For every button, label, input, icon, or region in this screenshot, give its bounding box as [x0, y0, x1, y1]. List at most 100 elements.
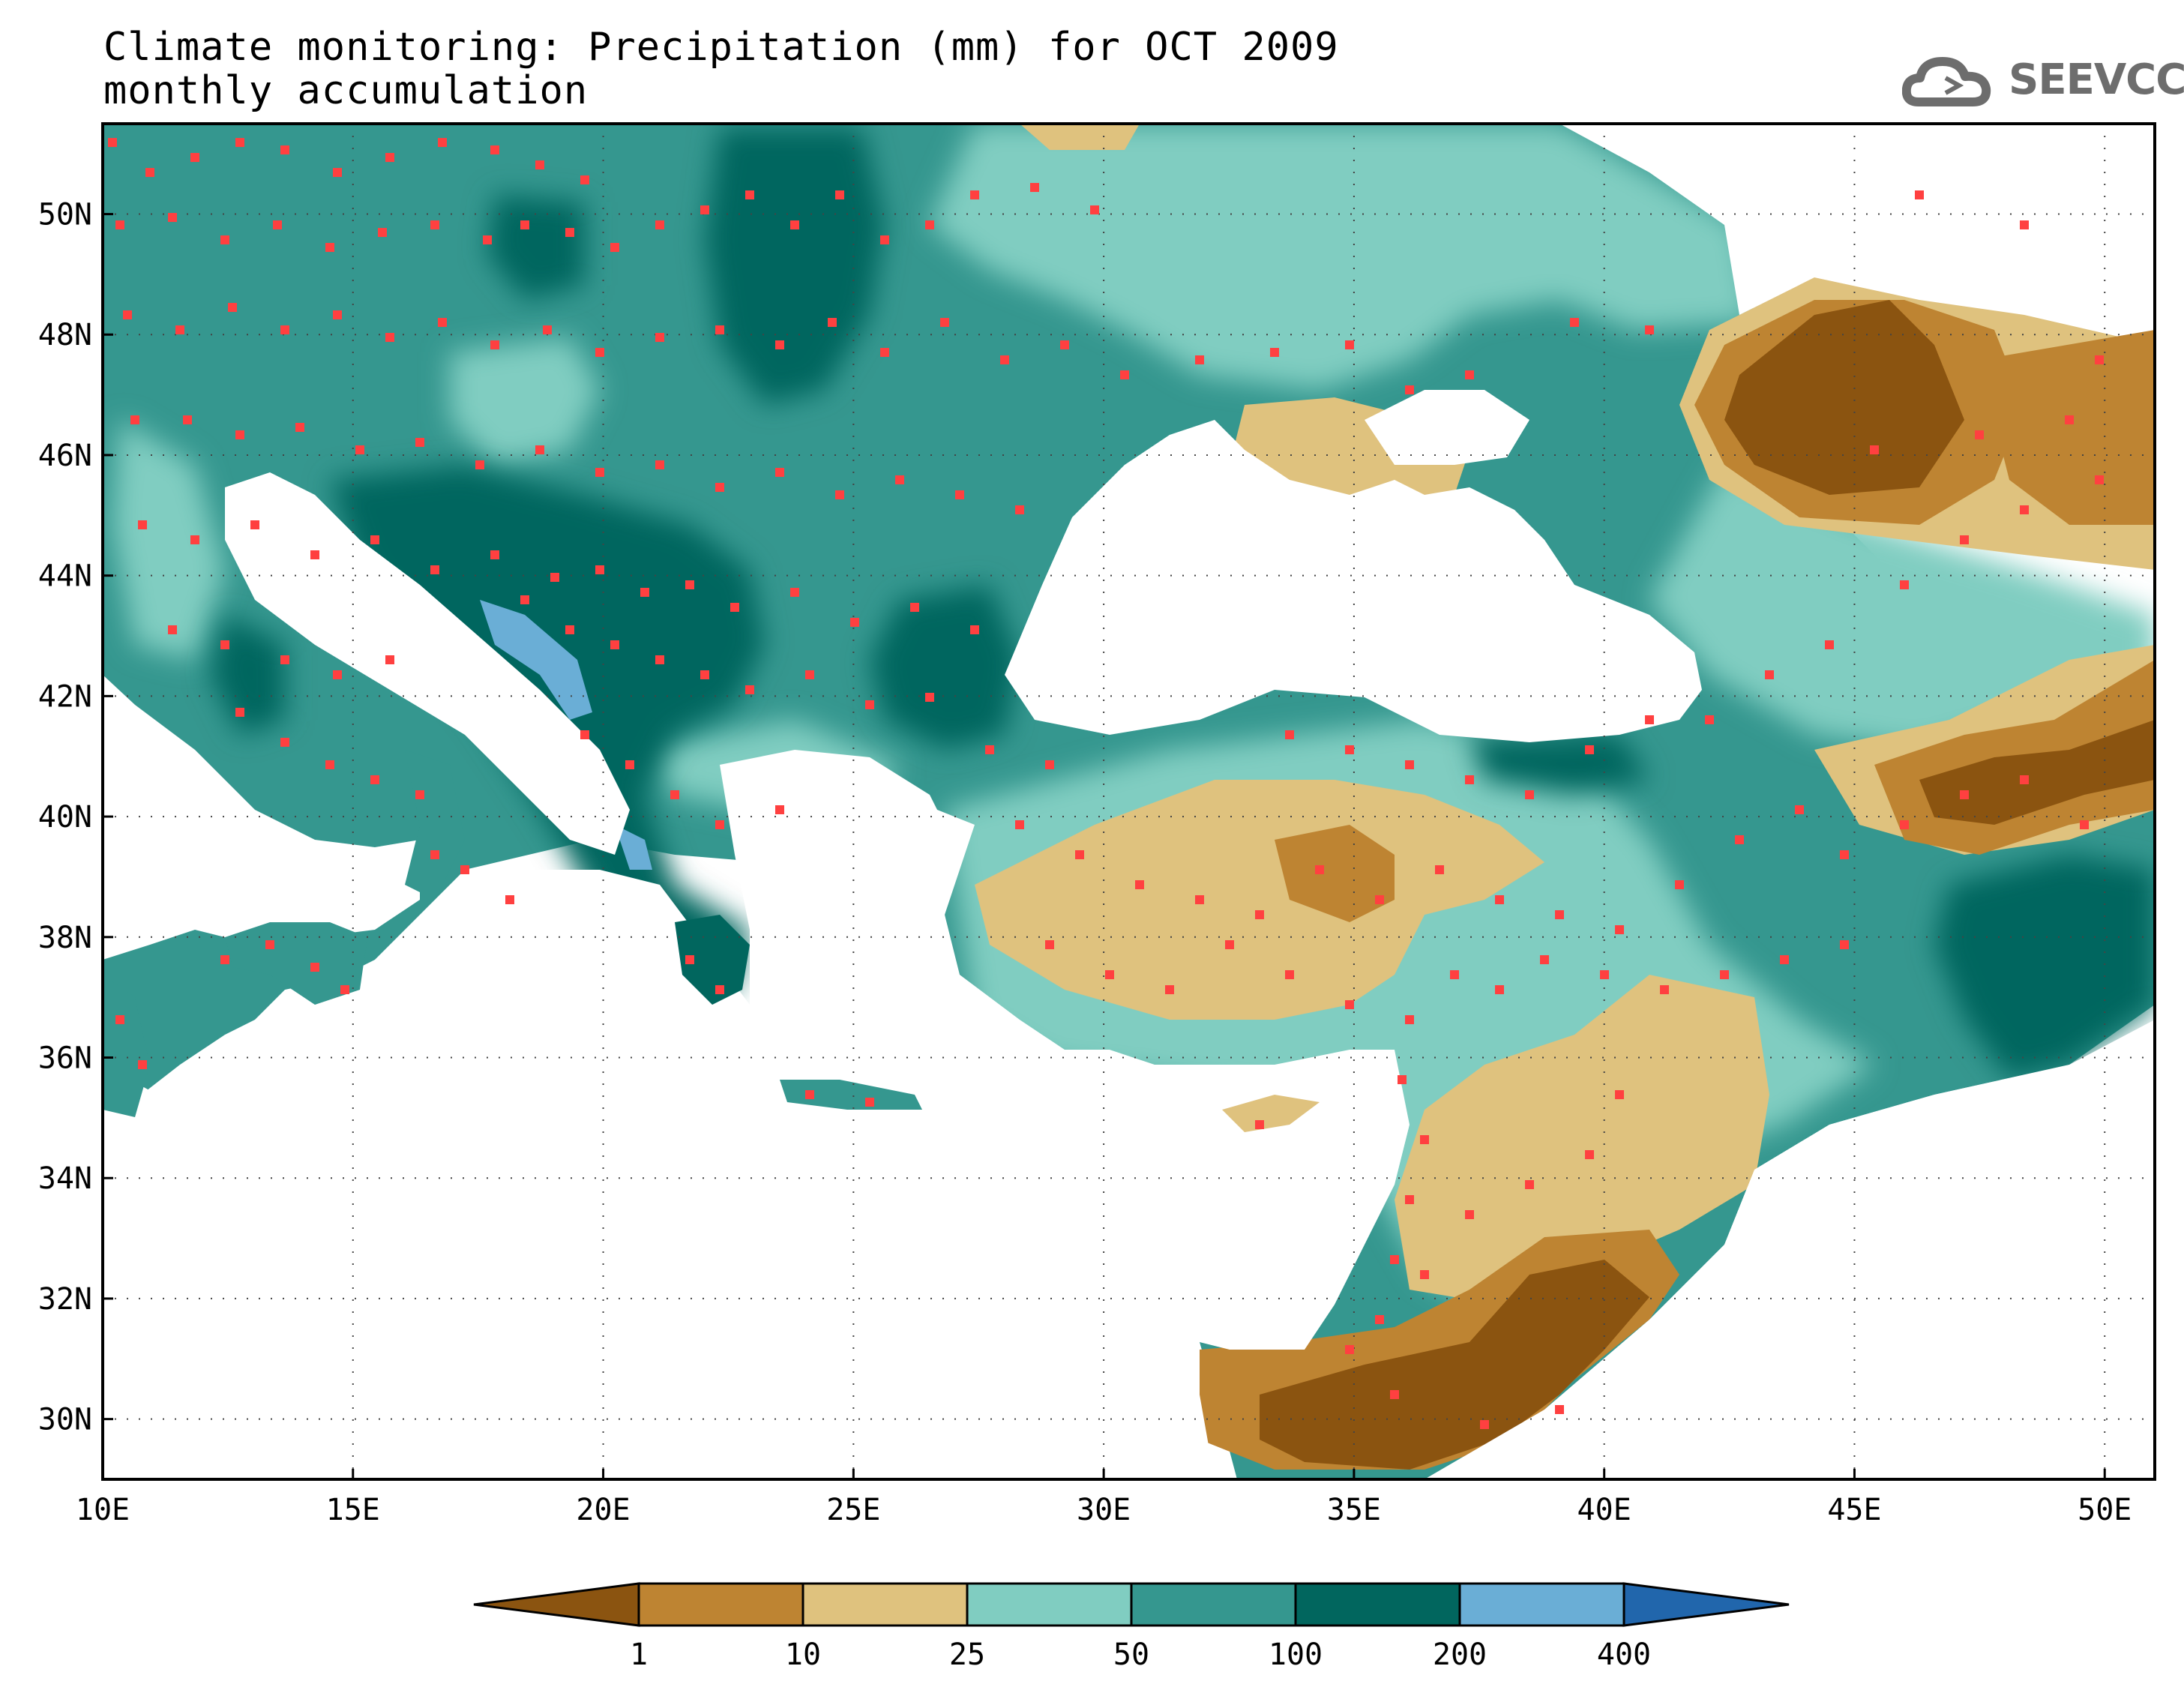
station-marker [925, 693, 934, 702]
station-marker [1398, 1075, 1407, 1084]
station-marker [1525, 790, 1534, 799]
station-marker [595, 565, 604, 574]
region-very-low-arabia [1260, 1260, 1649, 1470]
station-marker [2020, 505, 2029, 514]
station-marker [940, 318, 949, 327]
station-marker [280, 655, 289, 664]
station-marker [1255, 1120, 1264, 1129]
station-marker [385, 333, 394, 342]
station-marker [1345, 1000, 1354, 1009]
region-low-east [1979, 330, 2155, 525]
station-marker [138, 520, 147, 529]
station-marker [670, 790, 679, 799]
station-marker [1105, 970, 1114, 979]
station-marker [1465, 370, 1474, 379]
station-marker [655, 220, 664, 229]
station-marker [535, 445, 544, 454]
y-axis: 50N 48N 46N 44N 42N 40N 38N 36N 34N 32N 30N [38, 198, 113, 1437]
station-marker [565, 625, 574, 634]
station-marker [1495, 985, 1504, 994]
station-marker [715, 483, 724, 492]
seevccc-logo: SEEVCCC [1902, 46, 2184, 114]
station-marker [595, 348, 604, 357]
station-marker [1900, 580, 1909, 589]
y-tick-label: 34N [38, 1161, 92, 1196]
station-marker [310, 550, 319, 559]
station-marker [610, 243, 619, 252]
station-marker [505, 895, 514, 904]
station-marker [1015, 505, 1024, 514]
russia-north-mask [1559, 124, 2155, 315]
station-marker [273, 220, 282, 229]
station-marker [355, 445, 364, 454]
station-marker [235, 138, 244, 147]
station-marker [1555, 1405, 1564, 1414]
station-marker [550, 573, 559, 582]
x-tick-label: 20E [576, 1493, 630, 1527]
station-marker [985, 745, 994, 754]
station-marker [775, 805, 784, 814]
station-marker [145, 168, 154, 177]
station-marker [970, 190, 979, 199]
station-marker [1825, 640, 1834, 649]
station-marker [138, 1060, 147, 1069]
region-mid-low-north [1020, 124, 1140, 150]
x-tick-label: 30E [1077, 1493, 1131, 1527]
station-marker [385, 655, 394, 664]
colorbar-segment [1130, 1582, 1297, 1627]
station-marker [745, 685, 754, 694]
station-marker [183, 415, 192, 424]
station-marker [655, 333, 664, 342]
station-marker [1285, 730, 1294, 739]
colorbar-arrow-right [1622, 1582, 1790, 1627]
station-marker [220, 640, 229, 649]
colorbar-segment [1294, 1582, 1461, 1627]
x-tick-label: 25E [826, 1493, 880, 1527]
station-marker [385, 153, 394, 162]
station-marker [955, 490, 964, 499]
station-marker [1795, 805, 1804, 814]
station-marker [430, 565, 439, 574]
station-marker [370, 775, 379, 784]
colorbar-segment [966, 1582, 1133, 1627]
colorbar-label: 400 [1597, 1638, 1651, 1672]
station-marker [1960, 790, 1969, 799]
plot-frame [101, 122, 2156, 1481]
station-marker [1735, 835, 1744, 844]
precipitation-field [103, 124, 2155, 1479]
station-marker [265, 940, 274, 949]
station-marker [1960, 535, 1969, 544]
station-marker [1540, 955, 1549, 964]
station-marker [1390, 1390, 1399, 1399]
y-tick-label: 50N [38, 198, 92, 232]
station-marker [490, 550, 499, 559]
azov-sea [1365, 390, 1529, 465]
station-marker [1195, 355, 1204, 364]
station-marker [520, 595, 529, 604]
station-marker [775, 468, 784, 477]
station-marker [280, 738, 289, 747]
station-marker [790, 588, 799, 597]
station-marker [295, 423, 304, 432]
y-tick-label: 44N [38, 559, 92, 594]
station-marker [1165, 985, 1174, 994]
station-marker [1555, 910, 1564, 919]
station-marker [1135, 880, 1144, 889]
station-marker [1420, 1135, 1429, 1144]
station-marker [190, 535, 199, 544]
station-marker [1705, 715, 1714, 724]
station-marker [190, 153, 199, 162]
station-marker [625, 760, 634, 769]
region-very-low-armenia [1919, 720, 2155, 825]
y-tick-label: 48N [38, 318, 92, 352]
station-marker [438, 318, 447, 327]
station-marker [1045, 760, 1054, 769]
station-marker [415, 438, 424, 447]
station-marker [1375, 895, 1384, 904]
station-marker [438, 138, 447, 147]
sicily [225, 922, 367, 1005]
y-tick-label: 42N [38, 679, 92, 714]
colorbar-label: 25 [949, 1638, 985, 1672]
colorbar-arrow-left [473, 1582, 640, 1627]
station-marker [333, 168, 342, 177]
